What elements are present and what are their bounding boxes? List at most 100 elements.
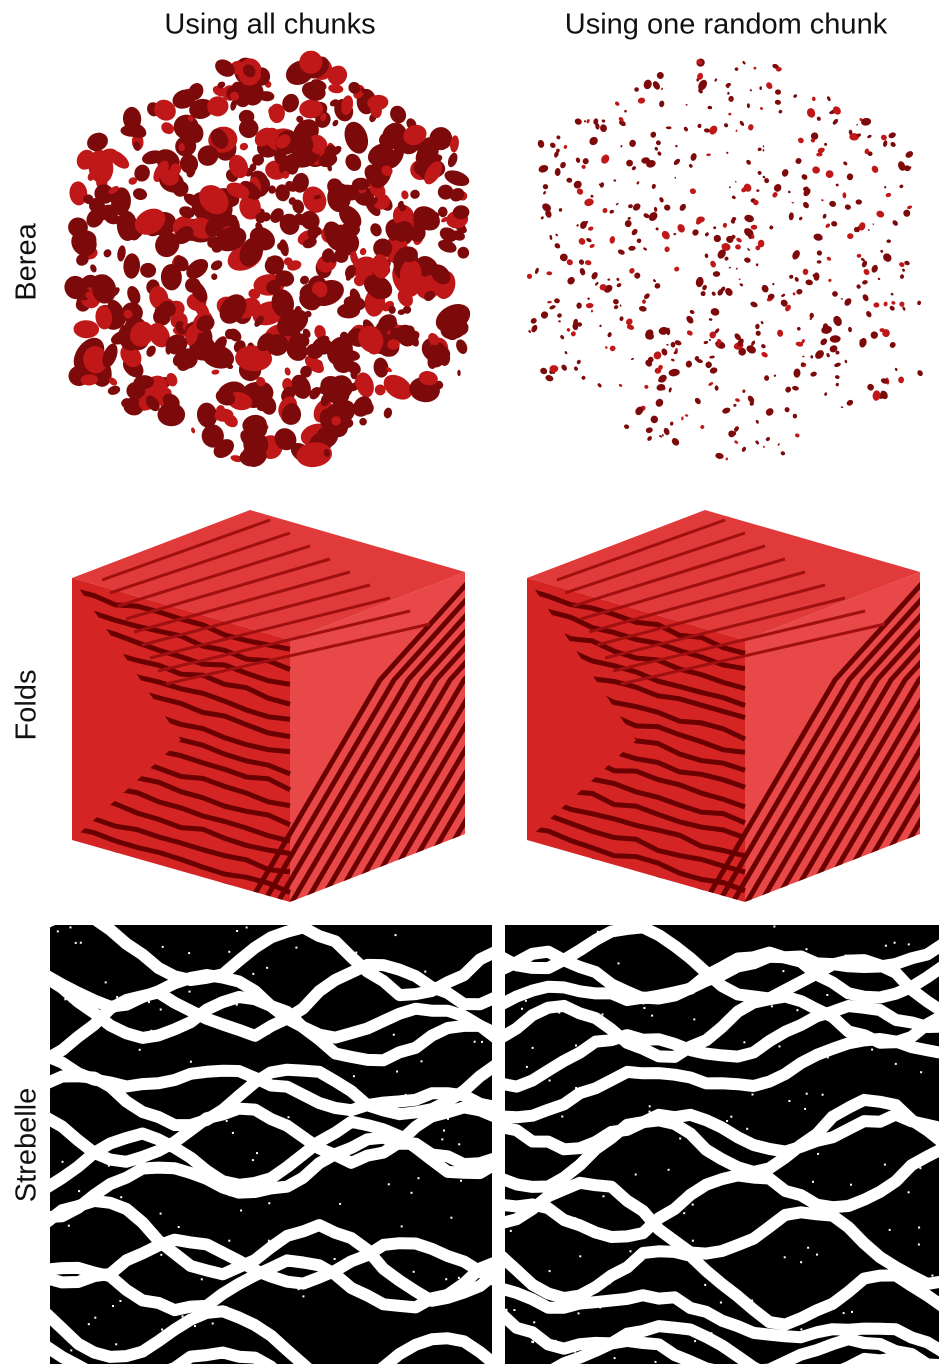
pore (749, 301, 758, 309)
speck (599, 1306, 601, 1308)
pore (742, 389, 745, 393)
speck (917, 1274, 919, 1276)
pore (811, 165, 821, 174)
pore (769, 225, 775, 231)
speck (387, 970, 389, 972)
pore (714, 78, 718, 82)
pore (830, 335, 841, 343)
pore (825, 169, 835, 179)
speck (411, 1192, 413, 1194)
pore (749, 89, 752, 92)
pore (813, 348, 825, 360)
pore (901, 268, 905, 272)
speck (105, 981, 107, 983)
pore (700, 291, 706, 297)
speck (822, 1094, 824, 1096)
pore (575, 157, 581, 164)
speck (460, 1180, 462, 1182)
pore (727, 92, 730, 95)
speck (906, 1020, 908, 1022)
speck (895, 1063, 897, 1065)
speck (160, 1213, 162, 1215)
speck (788, 1100, 790, 1102)
speck (884, 1018, 886, 1020)
pore (624, 220, 632, 228)
pore (658, 100, 664, 108)
pore (828, 278, 832, 283)
pore (890, 292, 894, 296)
pore (587, 226, 594, 232)
pore (616, 282, 622, 288)
pore (615, 203, 619, 206)
pore (917, 300, 922, 305)
speck (796, 1009, 798, 1011)
pore (132, 187, 149, 202)
pore (904, 260, 911, 266)
pore (873, 302, 879, 307)
pore (744, 257, 752, 264)
pore (637, 97, 645, 104)
speck (730, 1116, 732, 1118)
pore (898, 376, 904, 383)
speck (115, 1343, 117, 1345)
pore (636, 238, 642, 244)
pore (711, 291, 716, 297)
speck (359, 1146, 361, 1148)
pore (791, 202, 794, 204)
speck (232, 1132, 234, 1134)
pore (772, 283, 775, 286)
speck (579, 1255, 581, 1257)
pore (673, 233, 676, 235)
speck (148, 1251, 150, 1253)
speck (602, 1013, 604, 1015)
pore (714, 385, 718, 391)
pore (547, 301, 552, 304)
pore (898, 261, 905, 268)
pore (455, 245, 471, 261)
pore (650, 415, 658, 424)
pore (724, 256, 729, 261)
pore (713, 271, 720, 277)
pore (583, 198, 594, 208)
pore (609, 209, 615, 214)
pore (609, 345, 616, 352)
speck (597, 931, 599, 933)
pore (764, 407, 775, 418)
pore (793, 368, 801, 378)
pore (745, 344, 757, 355)
pore (89, 263, 98, 273)
pore (383, 407, 394, 419)
pore (728, 95, 735, 102)
pore (788, 212, 794, 220)
pore (209, 258, 224, 272)
pore (777, 443, 780, 446)
pore (638, 305, 647, 312)
pore (891, 219, 899, 227)
speck (676, 1301, 678, 1303)
pore (784, 386, 792, 394)
pore (831, 290, 839, 298)
speck (196, 1155, 198, 1157)
pore (844, 204, 851, 211)
pore (572, 179, 583, 190)
pore (359, 417, 368, 426)
pore (826, 96, 831, 102)
speck (574, 1351, 576, 1353)
pore (589, 243, 595, 248)
speck (80, 942, 82, 944)
pore (159, 120, 176, 137)
pore (670, 437, 680, 448)
pore (841, 298, 843, 300)
pore (599, 324, 602, 327)
pore (775, 89, 781, 95)
pore (574, 117, 583, 125)
pore (794, 276, 800, 282)
pore (781, 168, 790, 178)
speck (635, 1174, 637, 1176)
speck (82, 1004, 84, 1006)
speck (183, 1240, 185, 1242)
speck (251, 1030, 253, 1032)
pore (553, 242, 561, 250)
speck (265, 937, 267, 939)
pore (710, 307, 720, 316)
